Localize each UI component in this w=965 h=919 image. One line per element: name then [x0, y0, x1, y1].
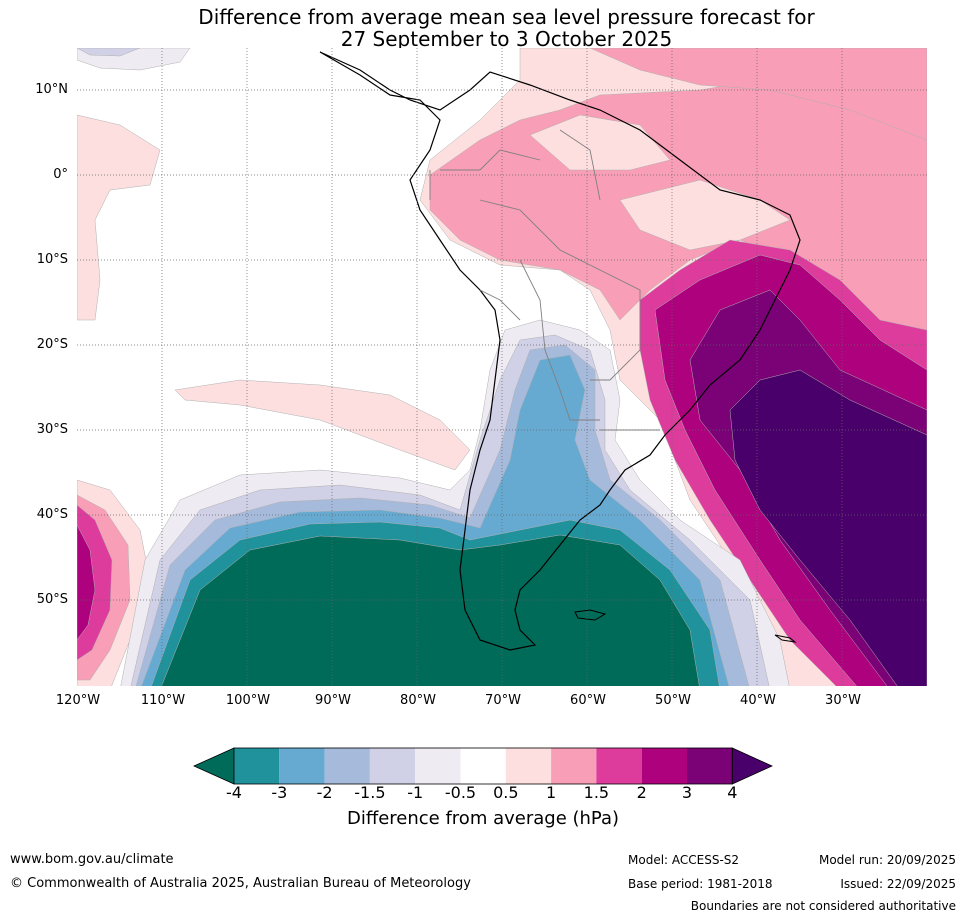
colorbar-label: -4: [226, 783, 242, 802]
colorbar-swatch-n2: [324, 748, 370, 784]
lat-label-40s: 40°S: [36, 507, 68, 522]
website-link[interactable]: www.bom.gov.au/climate: [10, 852, 174, 867]
lat-label-20s: 20°S: [36, 337, 68, 352]
colorbar-label: -0.5: [444, 783, 477, 802]
chart-title-line2: 27 September to 3 October 2025: [340, 27, 673, 51]
colorbar-swatch-p2: [641, 748, 687, 784]
colorbar-swatch-p15: [596, 748, 642, 784]
anomaly-p2-sw: [77, 524, 96, 641]
colorbar-swatch-neutral: [460, 748, 506, 784]
lon-label-90w: 90°W: [315, 693, 351, 708]
lon-label-50w: 50°W: [655, 693, 691, 708]
colorbar-label: -1.5: [354, 783, 386, 802]
colorbar-label: -2: [316, 783, 333, 802]
model-run-date: Model run: 20/09/2025: [818, 853, 956, 867]
colorbar: [193, 747, 773, 785]
colorbar-swatch-p05: [505, 748, 552, 784]
colorbar-title: Difference from average (hPa): [346, 808, 620, 829]
anomaly-p4-east: [729, 369, 927, 686]
colorbar-swatch-n3: [279, 748, 325, 784]
anomaly-p05-west: [77, 114, 161, 321]
lat-label-0: 0°: [53, 167, 68, 182]
anomaly-p05-west-band: [174, 379, 471, 471]
anomaly-p05-amazon-patch: [529, 114, 671, 171]
issued-date: Issued: 22/09/2025: [840, 877, 956, 891]
falkland-islands: [574, 609, 607, 621]
colorbar-label: 4: [727, 783, 738, 802]
lon-label-100w: 100°W: [225, 693, 271, 708]
colorbar-swatch-n15: [369, 748, 416, 784]
lon-label-30w: 30°W: [825, 693, 861, 708]
colorbar-label: 1: [546, 783, 557, 802]
colorbar-swatch-n4: [234, 748, 280, 784]
lat-label-30s: 30°S: [36, 422, 68, 437]
map-gridlines: [77, 48, 927, 686]
boundaries-disclaimer: Boundaries are not considered authoritat…: [690, 899, 956, 913]
country-borders: [429, 129, 660, 431]
copyright-text: © Commonwealth of Australia 2025, Austra…: [10, 876, 471, 891]
anomaly-p1-far-ne: [589, 48, 927, 141]
colorbar-label: 1.5: [583, 783, 610, 802]
south-america-coastline: [319, 51, 801, 651]
south-georgia: [774, 634, 797, 643]
lon-label-80w: 80°W: [400, 693, 436, 708]
colorbar-label: -1: [407, 783, 424, 802]
colorbar-swatch-n1: [415, 748, 461, 784]
anomaly-n4-south: [161, 534, 700, 686]
colorbar-label: 2: [636, 783, 647, 802]
lat-label-50s: 50°S: [36, 592, 68, 607]
colorbar-frame: [233, 747, 733, 785]
lat-label-10n: 10°N: [35, 82, 68, 97]
colorbar-label: 0.5: [493, 783, 519, 802]
colorbar-label: 3: [681, 783, 693, 802]
anomaly-p05-ne-patch: [619, 179, 791, 251]
lat-label-10s: 10°S: [36, 252, 68, 267]
colorbar-swatch-p3: [687, 748, 733, 784]
colorbar-swatch-p1: [551, 748, 597, 784]
model-name: Model: ACCESS-S2: [628, 853, 740, 867]
chart-title-line1: Difference from average mean sea level p…: [198, 5, 815, 29]
colorbar-label: -3: [271, 783, 288, 802]
lon-label-70w: 70°W: [485, 693, 521, 708]
anomaly-n15-nw: [77, 48, 141, 57]
lon-label-120w: 120°W: [55, 693, 101, 708]
colorbar-extend-min: [193, 747, 235, 785]
colorbar-extend-max: [731, 747, 773, 785]
base-period: Base period: 1981-2018: [628, 877, 773, 891]
lon-label-40w: 40°W: [740, 693, 776, 708]
lon-label-60w: 60°W: [570, 693, 606, 708]
lon-label-110w: 110°W: [140, 693, 186, 708]
